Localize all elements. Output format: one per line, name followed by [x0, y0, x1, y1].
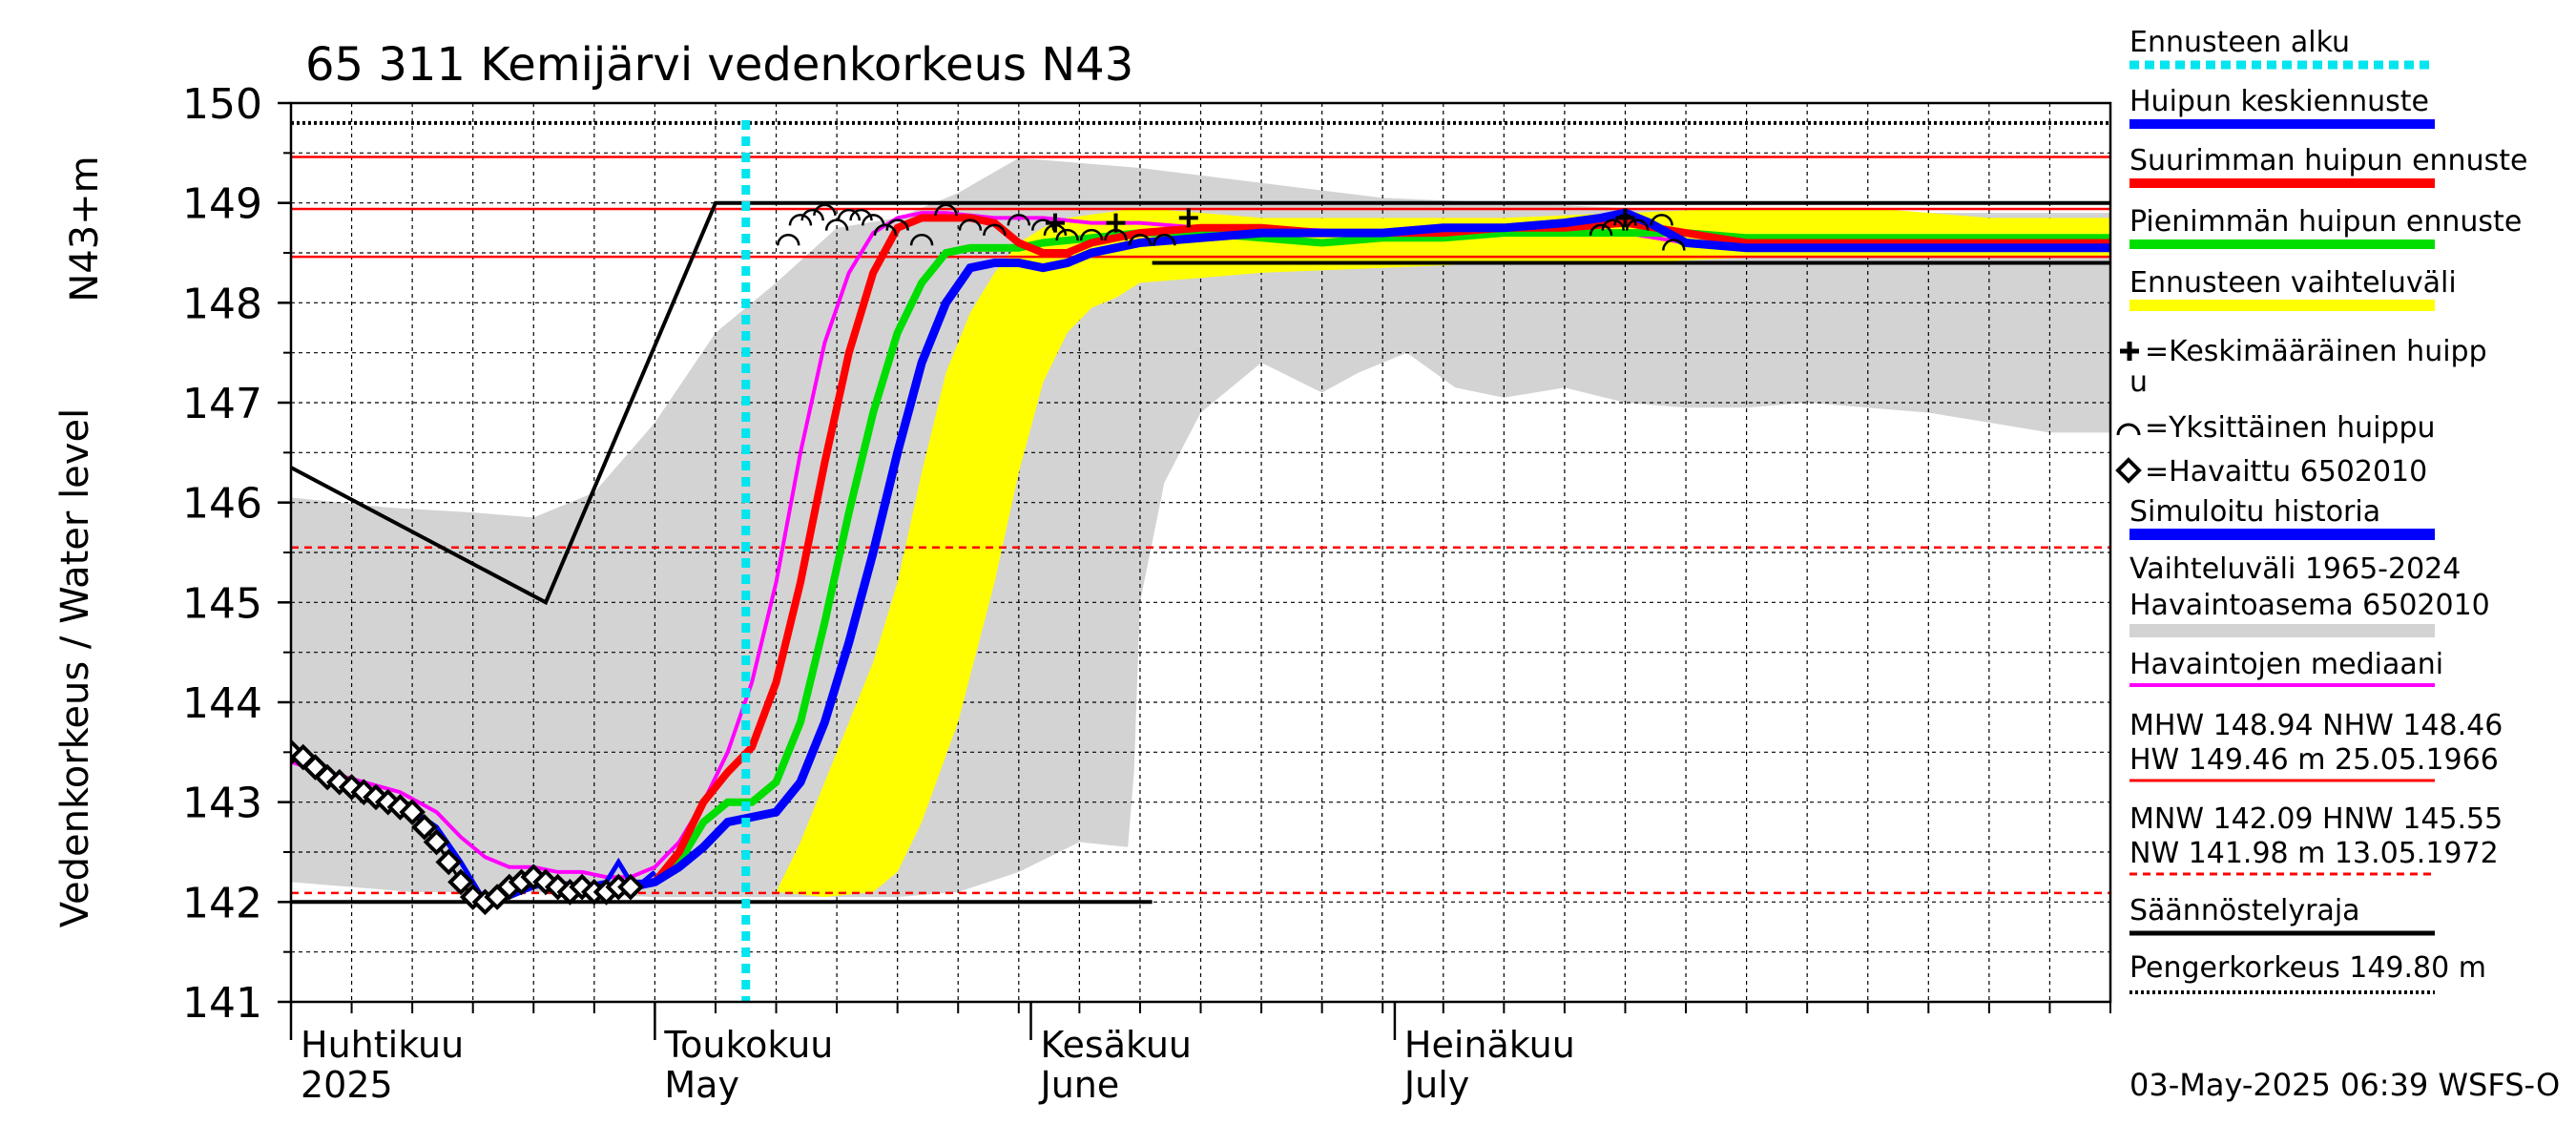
- individual-peak-marker: [1079, 228, 1104, 241]
- legend-mean-peak-icon: [2120, 342, 2139, 361]
- mean-peak-marker: [1178, 208, 1198, 228]
- legend-nw-label: NW 141.98 m 13.05.1972: [2129, 837, 2499, 870]
- x-month-label-fi: Heinäkuu: [1404, 1024, 1575, 1066]
- individual-peak-marker: [1650, 214, 1673, 226]
- individual-peak-marker: [776, 234, 800, 246]
- legend-mean-peak-label-wrap: u: [2129, 365, 2148, 399]
- legend-range-swatch: [2129, 624, 2435, 637]
- individual-peak-marker: [958, 219, 983, 231]
- legend-mhw-label: MHW 148.94 NHW 148.46: [2129, 709, 2503, 742]
- plot-area: 141 142 143 144 145 146 147 148 149 150 Huhtikuu20…: [182, 80, 2112, 1106]
- y-tick-label: 150: [182, 80, 262, 129]
- legend-range-label: Vaihteluväli 1965-2024: [2129, 552, 2461, 586]
- chart-title: 65 311 Kemijärvi vedenkorkeus N43: [305, 38, 1133, 92]
- individual-peak-marker: [837, 208, 862, 221]
- individual-peak-marker: [1601, 219, 1625, 231]
- legend-observed-icon: [2115, 457, 2142, 484]
- individual-peak-marker: [1662, 239, 1686, 251]
- individual-peak-marker: [934, 203, 958, 217]
- legend-mnw-label: MNW 142.09 HNW 145.55: [2129, 802, 2503, 836]
- legend-regulation-label: Säännöstelyraja: [2129, 894, 2360, 927]
- y-tick-label: 145: [182, 579, 262, 628]
- individual-peak-marker: [1625, 219, 1650, 231]
- x-month-label-fi: Toukokuu: [663, 1024, 833, 1066]
- mean-peak-marker: [1615, 208, 1635, 228]
- legend-sim-label: Simuloitu historia: [2129, 495, 2380, 529]
- individual-peak-marker: [788, 214, 813, 226]
- observed-point: [423, 828, 450, 856]
- individual-peak-marker: [1589, 223, 1613, 236]
- y-tick-label: 147: [182, 380, 262, 428]
- y-axis-title: Vedenkorkeus / Water level: [53, 408, 97, 927]
- observed-point: [399, 799, 426, 825]
- y-tick-label: 146: [182, 480, 262, 529]
- observed-point: [617, 873, 644, 901]
- y-tick-label: 144: [182, 679, 262, 728]
- mean-peak-marker: [1106, 213, 1126, 233]
- mean-peak-marker: [1045, 213, 1065, 233]
- observed-point: [411, 814, 438, 841]
- legend-single-peak-icon: [2116, 423, 2141, 436]
- legend-forecast-band-label: Ennusteen vaihteluväli: [2129, 266, 2457, 300]
- individual-peak-marker: [813, 203, 837, 217]
- legend-mean-peak-label: =Keskimääräinen huipp: [2145, 335, 2487, 368]
- individual-peak-marker: [1153, 234, 1176, 246]
- individual-peak-marker: [1055, 228, 1079, 241]
- individual-peak-marker: [885, 219, 909, 231]
- x-month-label-en: 2025: [301, 1064, 393, 1106]
- legend-max-forecast-label: Suurimman huipun ennuste: [2129, 144, 2527, 177]
- individual-peak-marker: [1128, 234, 1153, 246]
- legend-single-peak-label: =Yksittäinen huippu: [2145, 411, 2436, 445]
- legend-forecast-start-label: Ennusteen alku: [2129, 26, 2350, 59]
- y-tick-label: 148: [182, 280, 262, 328]
- x-month-label-fi: Huhtikuu: [301, 1024, 464, 1066]
- y-axis-unit: N43+m: [63, 156, 107, 302]
- legend-range-label-2: Havaintoasema 6502010: [2129, 589, 2490, 622]
- legend-min-forecast-label: Pienimmän huipun ennuste: [2129, 205, 2522, 239]
- forecast-range-band: [776, 207, 2110, 898]
- plot-content: [291, 103, 2110, 1002]
- individual-peak-marker: [873, 223, 898, 236]
- observed-point: [435, 848, 463, 876]
- y-tick-label: 149: [182, 180, 262, 229]
- y-tick-label: 143: [182, 780, 262, 828]
- series-min-peak-forecast: [630, 229, 2110, 891]
- individual-peak-marker: [849, 208, 873, 221]
- legend-observed-label: =Havaittu 6502010: [2145, 455, 2427, 489]
- x-month-label-fi: Kesäkuu: [1041, 1024, 1193, 1066]
- x-month-label-en: July: [1402, 1064, 1469, 1106]
- legend-hw-label: HW 149.46 m 25.05.1966: [2129, 743, 2499, 777]
- observed-point: [447, 868, 474, 896]
- individual-peak-marker: [800, 208, 824, 221]
- y-tick-label: 141: [182, 979, 262, 1028]
- individual-peak-marker: [909, 234, 934, 246]
- y-tick-label: 142: [182, 879, 262, 927]
- legend-embankment-label: Pengerkorkeus 149.80 m: [2129, 951, 2486, 985]
- legend: Ennusteen alku Huipun keskiennuste Suurimm…: [2115, 26, 2527, 994]
- series-max-peak-forecast: [630, 214, 2110, 891]
- individual-peak-marker: [1030, 219, 1055, 231]
- individual-peak-marker: [1007, 214, 1031, 226]
- legend-median-label: Havaintojen mediaani: [2129, 648, 2443, 681]
- individual-peak-marker: [983, 223, 1007, 236]
- x-month-label-en: May: [664, 1064, 739, 1106]
- individual-peak-marker: [824, 219, 849, 231]
- x-month-label-en: June: [1039, 1064, 1120, 1106]
- regulation-upper-limit: [291, 200, 2110, 606]
- timestamp-footer: 03-May-2025 06:39 WSFS-O: [2129, 1067, 2560, 1103]
- legend-mean-forecast-label: Huipun keskiennuste: [2129, 85, 2429, 118]
- individual-peak-marker: [861, 214, 885, 226]
